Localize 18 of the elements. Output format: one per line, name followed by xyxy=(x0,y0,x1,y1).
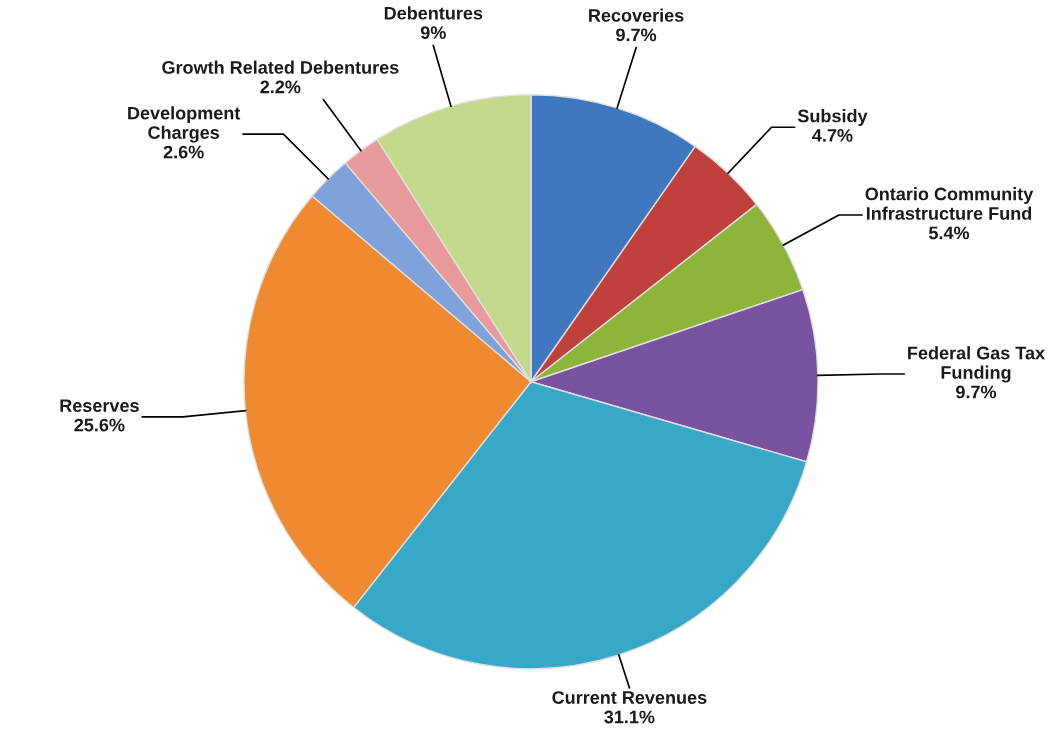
slice-label: Reserves xyxy=(60,399,139,413)
slice-label: Recoveries xyxy=(589,8,684,22)
data-label: 9.7% xyxy=(956,385,997,399)
slice-label: Growth Related Debentures xyxy=(162,60,399,74)
slice-label: Ontario Community Infrastructure Fund xyxy=(865,187,1034,220)
data-label: 2.6% xyxy=(163,145,204,159)
slice-label: Current Revenues xyxy=(552,691,707,704)
slice-label: Subsidy xyxy=(797,109,868,126)
slice-label: Debentures xyxy=(384,6,483,20)
data-label: 2.2% xyxy=(260,80,301,94)
data-label: 9% xyxy=(420,26,446,40)
slice-label: Federal Gas Tax Funding xyxy=(908,346,1045,383)
data-label: 4.7% xyxy=(812,129,853,142)
data-label: 25.6% xyxy=(74,418,125,432)
data-label: 5.4% xyxy=(928,226,970,240)
data-label: 9.7% xyxy=(616,28,657,42)
slice-label: Development Charges xyxy=(128,106,241,143)
data-label: 31.1% xyxy=(604,710,655,724)
